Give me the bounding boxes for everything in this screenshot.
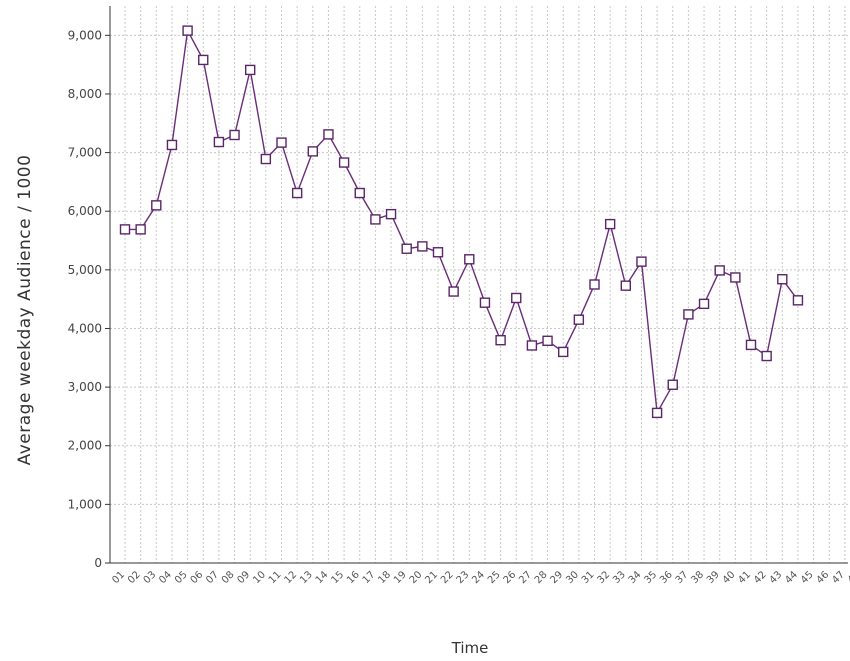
data-point-marker [166,139,178,151]
data-point-marker [714,265,725,276]
data-point-marker [589,279,600,290]
data-point-marker [448,286,459,297]
y-tick-label: 0 [94,556,102,570]
data-point-marker [276,137,287,148]
y-tick-label: 7,000 [68,146,102,160]
data-point-marker [745,339,757,351]
data-point-marker [698,298,710,310]
axes [105,6,848,564]
data-point-marker [558,346,569,358]
data-point-marker [573,314,585,325]
x-tick-label: 48 [846,569,850,586]
series-line [125,28,799,416]
data-point-marker [229,129,240,141]
y-tick-label: 8,000 [68,87,102,101]
data-point-marker [683,309,694,320]
data-point-marker [385,208,397,220]
y-tick-label: 1,000 [68,497,102,511]
data-point-marker [244,64,256,76]
data-point-marker [542,335,553,346]
data-point-marker [323,129,334,140]
data-point-marker [620,280,631,291]
data-point-marker [417,241,428,252]
data-point-marker [213,136,225,148]
y-tick-label: 9,000 [68,28,102,42]
data-point-marker [792,295,804,306]
data-point-marker [119,224,131,235]
data-point-marker [667,379,678,390]
data-point-marker [479,297,491,308]
data-point-marker [526,340,538,351]
data-point-marker [464,254,475,265]
data-point-marker [604,218,616,230]
data-point-marker [730,272,741,283]
y-tick-label: 5,000 [68,263,102,277]
y-axis-label: Average weekday Audience / 1000 [15,155,35,466]
data-point-marker [182,25,193,36]
data-point-marker [354,187,365,199]
x-axis-label: Time [451,639,489,657]
y-tick-label: 2,000 [68,439,102,453]
data-point-marker [338,157,350,168]
data-point-marker [495,335,506,346]
data-point-marker [777,274,788,285]
y-tick-label: 4,000 [68,321,102,335]
data-point-marker [761,350,772,362]
data-point-marker [291,187,303,199]
data-point-marker [151,200,162,211]
data-point-marker [432,247,444,258]
series [119,25,804,419]
y-tick-labels: 0 1,000 2,000 3,000 4,000 5,000 6,000 7,000 8,00… [68,28,102,570]
data-point-marker [401,243,412,254]
data-point-marker [260,153,272,165]
data-point-marker [307,146,318,157]
grid [110,6,848,563]
data-point-marker [198,54,209,66]
data-point-marker [135,224,146,235]
data-point-marker [651,407,663,419]
y-tick-label: 3,000 [68,380,102,394]
y-tick-label: 6,000 [68,204,102,218]
data-point-marker [370,214,381,225]
data-point-marker [636,256,647,267]
data-point-marker [511,292,522,304]
